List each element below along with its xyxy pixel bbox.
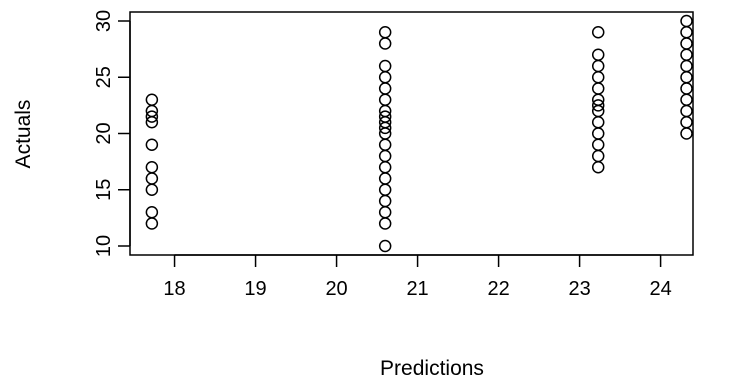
y-tick-label: 10 <box>93 235 115 257</box>
data-point <box>378 194 392 208</box>
data-point <box>591 127 605 140</box>
data-point <box>378 37 392 50</box>
data-point <box>591 99 605 112</box>
x-tick-label: 18 <box>163 278 185 300</box>
data-point <box>145 217 159 230</box>
y-tick-label: 25 <box>93 66 115 88</box>
data-point <box>378 149 392 163</box>
data-point <box>378 110 392 123</box>
data-point <box>680 93 693 106</box>
data-point <box>378 138 392 151</box>
y-tick-label: 20 <box>93 122 115 144</box>
data-point <box>145 110 159 123</box>
x-axis: 18 19 20 21 22 23 24 <box>163 254 672 300</box>
data-point <box>145 138 159 151</box>
data-point <box>145 93 159 106</box>
data-point <box>378 59 392 73</box>
data-point <box>680 14 693 28</box>
data-point <box>145 183 159 196</box>
data-point <box>680 26 693 39</box>
data-point <box>378 239 392 253</box>
data-point <box>591 59 605 73</box>
data-point <box>378 26 392 39</box>
data-point <box>378 206 392 219</box>
data-point <box>680 48 693 61</box>
y-axis: 10 15 20 25 30 <box>93 10 131 257</box>
x-tick-label: 23 <box>568 278 590 300</box>
data-point <box>145 161 159 174</box>
data-point <box>680 127 693 140</box>
x-tick-label: 20 <box>325 278 347 300</box>
data-point <box>378 161 392 174</box>
x-axis-label: Predictions <box>380 357 484 380</box>
data-point <box>378 93 392 106</box>
y-axis-label: Actuals <box>12 100 35 169</box>
data-point <box>591 161 605 174</box>
data-point <box>378 172 392 185</box>
data-point <box>680 37 693 50</box>
data-point <box>145 172 159 185</box>
data-point <box>591 48 605 61</box>
data-point <box>591 82 605 95</box>
data-point <box>378 183 392 196</box>
data-point <box>591 26 605 39</box>
data-point <box>591 71 605 84</box>
data-point <box>680 59 693 73</box>
data-point <box>680 116 693 129</box>
data-point <box>145 206 159 219</box>
y-tick-label: 30 <box>93 10 115 32</box>
data-point <box>378 71 392 84</box>
x-tick-label: 19 <box>244 278 266 300</box>
y-tick-label: 15 <box>93 179 115 201</box>
data-point <box>680 82 693 95</box>
data-point <box>591 116 605 129</box>
data-point <box>680 71 693 84</box>
x-tick-label: 22 <box>487 278 509 300</box>
data-point <box>591 149 605 163</box>
data-point <box>378 217 392 230</box>
data-point <box>680 104 693 118</box>
plot-frame <box>129 11 694 256</box>
x-tick-label: 24 <box>649 278 671 300</box>
data-points <box>145 14 693 253</box>
data-point <box>378 82 392 95</box>
x-tick-label: 21 <box>406 278 428 300</box>
data-point <box>591 138 605 151</box>
